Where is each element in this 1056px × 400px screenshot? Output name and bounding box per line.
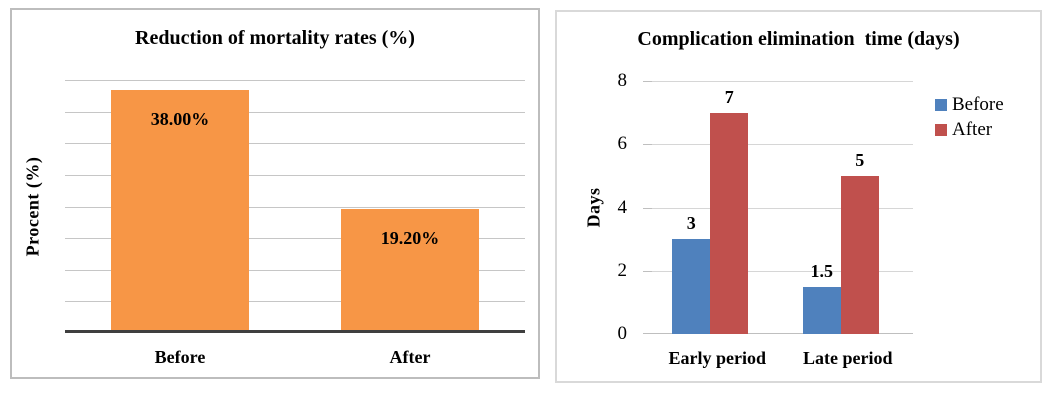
chart-title: Complication elimination time (days): [637, 28, 960, 50]
data-label: 7: [724, 86, 734, 107]
gridline: [65, 80, 525, 81]
gridline: [65, 238, 525, 240]
category-label: After: [389, 347, 431, 367]
gridline: [65, 269, 525, 271]
gridline: [652, 333, 913, 334]
legend-item-before: Before: [935, 94, 1004, 115]
bar-after: [341, 208, 479, 330]
bar-late-after: [840, 175, 879, 334]
data-label: 5: [855, 149, 865, 170]
gridline: [65, 206, 525, 208]
bar-late-before: [802, 286, 841, 334]
mortality-plot-area: 38.00% Before 19.20% After: [65, 80, 525, 367]
category-label: Before: [154, 347, 206, 367]
legend-swatch: [935, 98, 947, 111]
y-tick-mark: [643, 207, 652, 209]
mortality-rates-chart-panel: Reduction of mortality rates (%) Procent…: [10, 8, 540, 379]
chart-title: Reduction of mortality rates (%): [135, 27, 415, 49]
data-label: 3: [686, 213, 696, 234]
gridline: [652, 207, 913, 209]
legend: Before After: [935, 94, 1004, 140]
gridline: [652, 81, 913, 82]
y-tick-mark: [643, 144, 652, 146]
y-tick-label: 8: [617, 70, 628, 91]
y-axis-label: Procent (%): [22, 156, 43, 257]
category-label: Late period: [803, 348, 893, 368]
bar-early-before: [672, 239, 711, 334]
gridline: [65, 174, 525, 176]
data-label: 38.00%: [150, 108, 210, 129]
bar-before: [111, 89, 249, 330]
gridline: [65, 111, 525, 113]
gridline: [65, 301, 525, 303]
complication-time-chart-panel: Complication elimination time (days) Day…: [555, 10, 1042, 383]
category-label: Early period: [668, 348, 767, 368]
legend-label: Before: [952, 94, 1004, 115]
y-tick-label: 4: [617, 196, 628, 218]
data-label: 19.20%: [380, 227, 440, 248]
y-tick-label: 6: [617, 133, 628, 155]
data-label: 1.5: [810, 260, 834, 281]
y-tick-label: 0: [617, 323, 628, 344]
gridline: [65, 143, 525, 145]
legend-label: After: [952, 119, 993, 140]
legend-swatch: [935, 123, 947, 136]
legend-item-after: After: [935, 119, 1004, 140]
y-tick-mark: [643, 333, 652, 334]
bar-early-after: [710, 112, 749, 334]
gridline: [652, 270, 913, 272]
y-tick-mark: [643, 81, 652, 82]
y-tick-label: 2: [617, 259, 628, 281]
complication-plot-area: 3 7 Early period 1.5 5 Late period: [643, 81, 913, 368]
y-tick-mark: [643, 270, 652, 272]
gridline: [652, 144, 913, 146]
